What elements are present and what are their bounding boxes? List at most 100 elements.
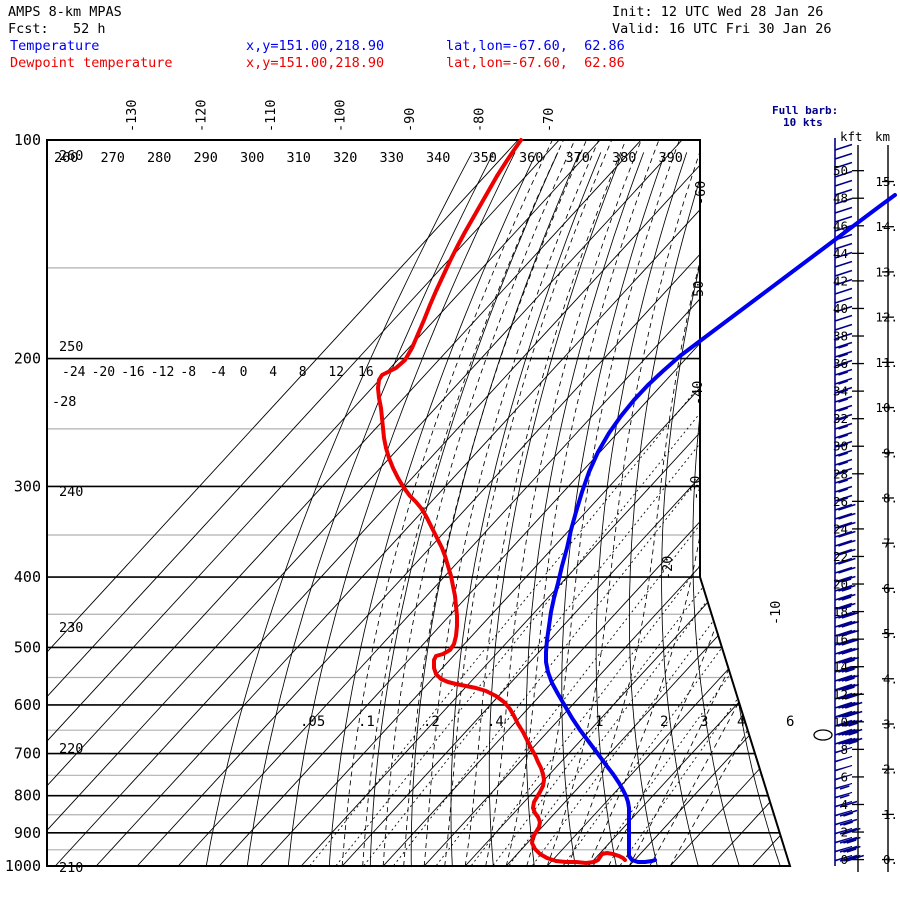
wind-barb-pennant [834,783,853,790]
dewpoint-curve [376,138,627,865]
pressure-tick-label: 600 [14,696,41,714]
kft-tick-label: 38 [833,329,848,344]
wind-barb-pennant [834,855,853,862]
wind-barb-full [838,557,856,565]
isotherm-line [47,140,642,866]
isotherm-top-label: -120 [194,99,210,132]
altitude-scale: kft km02468101214161820222426283032343638… [833,129,898,872]
wind-barb-full [834,287,853,295]
km-axis-header: km [875,129,890,144]
wind-barb-full [834,215,853,223]
isotherm-line [341,140,790,866]
wind-barb-full [834,413,853,421]
wind-barb-full [838,503,856,511]
km-tick-label: 7. [883,536,898,551]
mixing-ratio-tick-label: 1 [595,714,603,730]
wind-barb-full [838,593,856,601]
km-tick-label: 12. [875,310,898,325]
mixing-ratio-line [381,140,790,866]
moist-adiabat [669,140,790,866]
theta-tick-label: 360 [519,150,543,166]
wind-barb-full [834,575,853,583]
wind-barb-full [838,575,856,583]
wind-barb-pennant [834,801,853,808]
wind-barb-full [839,827,858,835]
temperature-xy: x,y=151.00,218.90 [246,38,385,54]
kft-tick-label: 16 [833,632,848,647]
wind-barb-full [834,179,853,187]
wind-barb-full [834,188,853,196]
kft-tick-label: 46 [833,218,848,233]
km-tick-label: 6. [883,581,898,596]
wind-barb-half [838,479,848,484]
km-tick-label: 13. [875,264,898,279]
theta-tick-label: 290 [194,150,218,166]
wind-barb-full [844,710,863,718]
wind-barb-half [844,677,855,682]
wind-barb-pennant [834,819,853,826]
wind-barb-half [838,407,848,412]
dewpoint-legend: Dewpoint temperature [10,55,173,71]
wind-barb-full [834,557,853,565]
km-tick-label: 2. [883,762,898,777]
wind-barb-full [834,512,853,520]
wind-barb-pennant [834,810,853,817]
kft-tick-label: 2 [840,825,848,840]
km-tick-label: 5. [883,626,898,641]
mixing-ratio-tick-label: 2 [660,714,668,730]
wetbulb-tick-label: -4 [210,365,226,380]
mixing-ratio-line [520,140,790,866]
dewpoint-latlon: lat,lon=-67.60, 62.86 [446,55,625,71]
valid-time: Valid: 16 UTC Fri 30 Jan 26 [612,21,832,37]
theta-tick-label: 340 [426,150,450,166]
dewpoint-xy: x,y=151.00,218.90 [246,55,385,71]
wetbulb-tick-label: 0 [240,365,248,380]
mixing-ratio-line [296,140,790,866]
isotherm-line [259,140,790,866]
wind-barb-half [839,794,850,799]
kft-tick-label: 14 [833,659,848,674]
wind-barb-full [834,206,853,214]
dry-adiabat [661,152,731,866]
theta-left-label: 210 [59,860,83,876]
kft-tick-label: 28 [833,466,848,481]
moist-adiabat [444,140,613,866]
wind-barb-full [834,467,853,475]
isotherm-line [546,140,790,866]
wind-barb-full [841,638,860,646]
kft-tick-label: 24 [833,521,848,536]
wind-barb-full [841,611,860,619]
isotherm-line [423,140,790,866]
wind-barb-full [834,539,853,547]
wind-barb-half [844,659,855,664]
km-tick-label: 11. [875,355,898,370]
wind-barb-half [838,488,848,493]
isotherm-right-label: -40 [690,381,706,405]
moist-adiabat [362,140,564,866]
theta-tick-label: 370 [566,150,590,166]
kft-tick-label: 30 [833,439,848,454]
wind-barb-full [839,818,858,826]
km-tick-label: 15. [875,174,898,189]
dry-adiabat [488,152,623,866]
kft-tick-label: 26 [833,494,848,509]
wind-barb-half [848,731,859,736]
kft-tick-label: 36 [833,356,848,371]
moist-adiabat [649,140,790,866]
wetbulb-tick-label: -12 [151,365,174,380]
wind-barb-pennant [834,846,853,853]
wind-barb-full [834,323,853,331]
wind-barb-full [841,683,860,691]
wind-barb-full [838,665,856,673]
wind-barb-full [834,647,853,655]
wind-barb-full [834,260,853,268]
moist-adiabat [567,140,735,866]
wind-barb-full [834,368,853,376]
wind-barb-pennant [834,828,853,835]
plot-border [46,139,792,867]
wind-barb-full [834,404,853,412]
wind-barb-full [838,674,856,682]
wind-barb-full [841,701,860,709]
isotherm-line [47,140,519,866]
wind-barb-full [846,854,865,862]
